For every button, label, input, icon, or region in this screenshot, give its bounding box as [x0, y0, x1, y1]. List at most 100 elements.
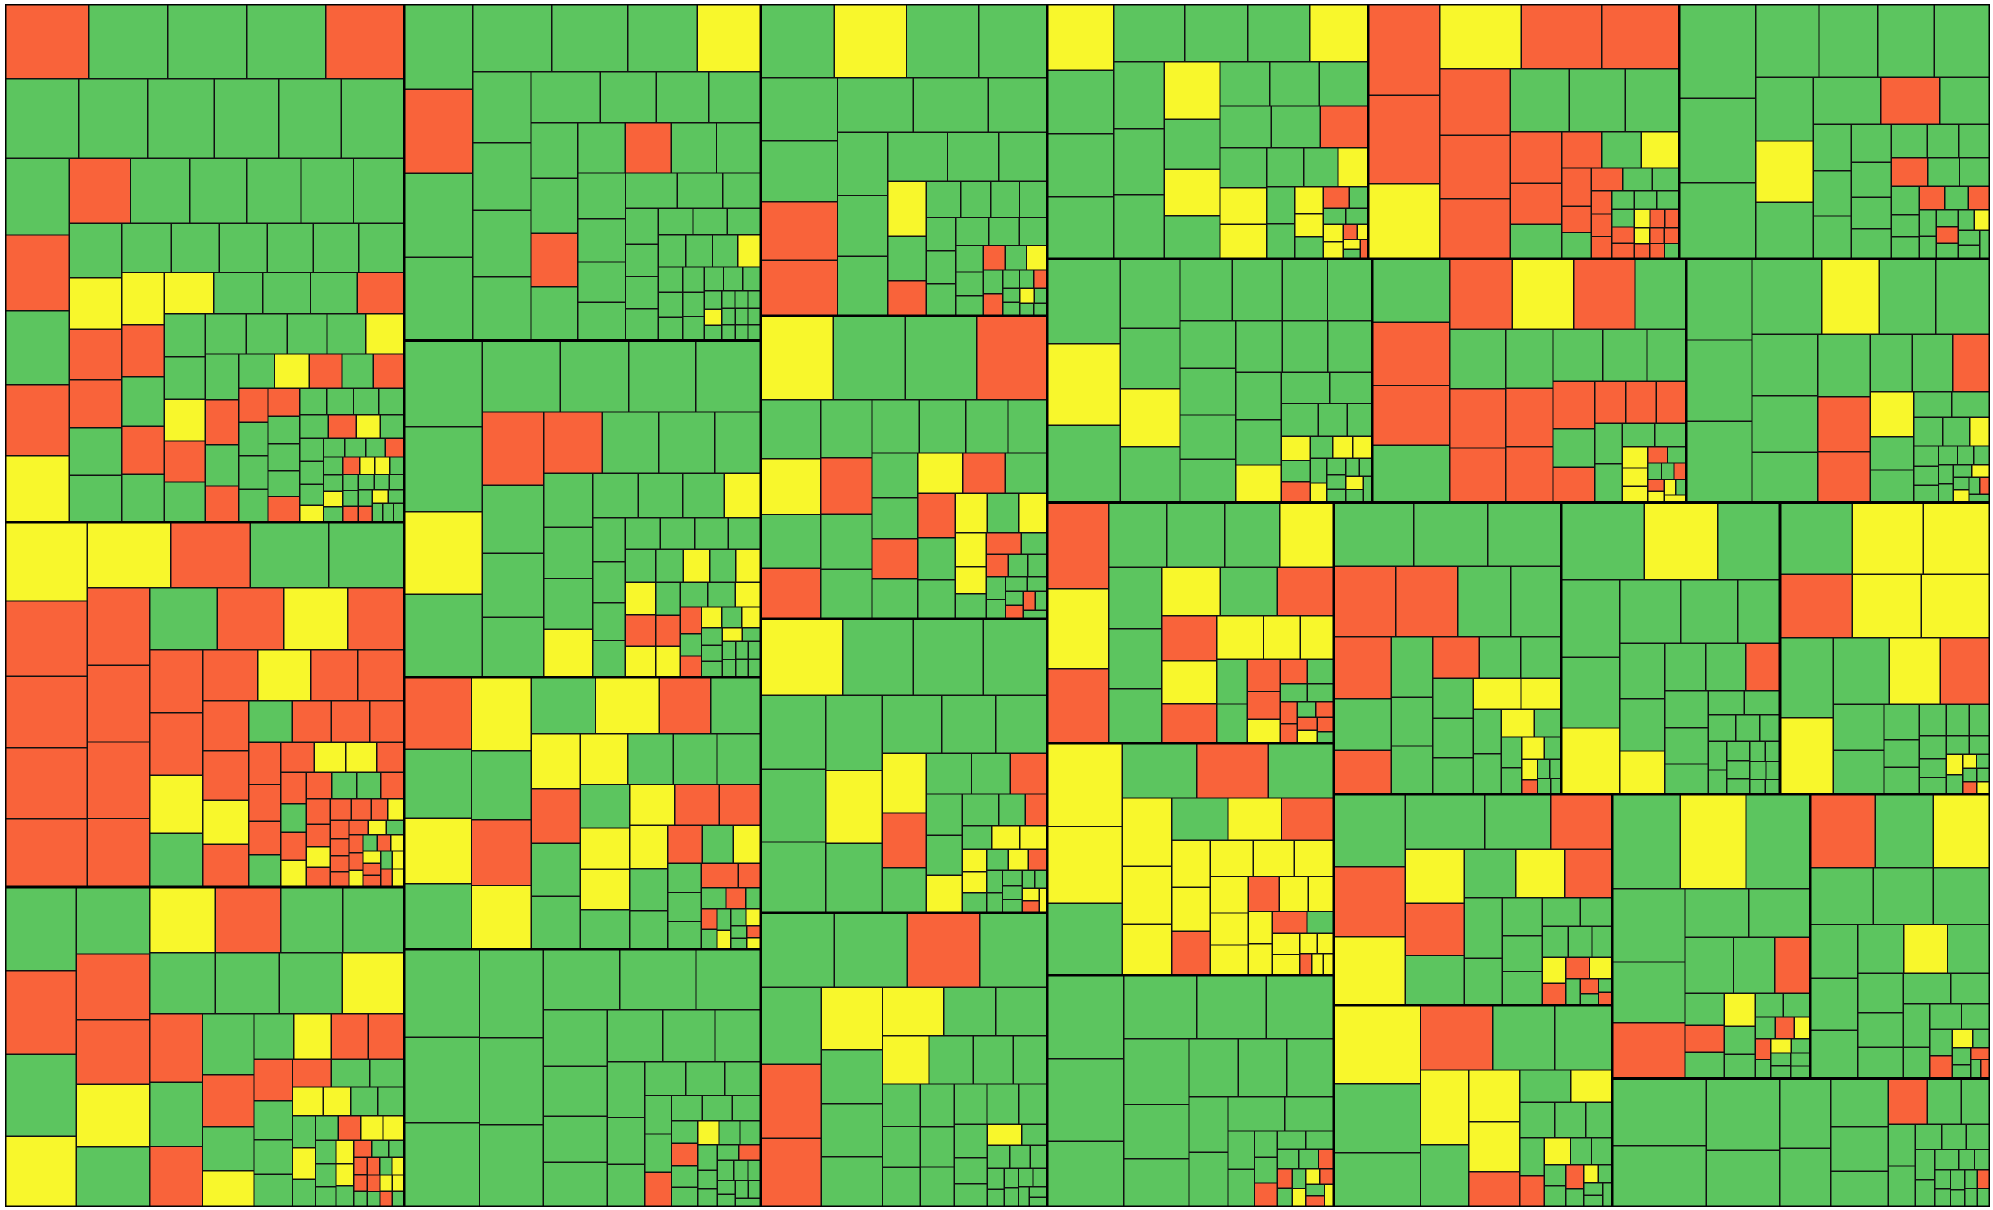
treemap-cell	[1937, 445, 1959, 466]
treemap-cell	[543, 577, 594, 631]
treemap-cell	[1963, 1169, 1979, 1190]
treemap-cell	[1003, 1167, 1020, 1189]
treemap-cell	[1726, 759, 1751, 780]
treemap-cell	[1163, 168, 1221, 217]
treemap-cell	[1751, 395, 1819, 453]
treemap-cell	[961, 793, 1000, 827]
treemap-cell	[1046, 668, 1110, 745]
treemap-cell	[727, 516, 762, 550]
treemap-cell	[1754, 76, 1814, 142]
treemap-cell	[694, 339, 762, 413]
treemap-cell	[881, 1083, 922, 1128]
treemap-cell	[1957, 244, 1981, 260]
treemap-cell	[1219, 187, 1268, 225]
treemap-cell	[1602, 1182, 1614, 1207]
treemap-cell	[1597, 1163, 1614, 1184]
treemap-cell	[373, 473, 390, 491]
treemap-cell	[149, 648, 204, 714]
treemap-cell	[1326, 257, 1373, 322]
treemap-cell	[1171, 930, 1211, 976]
treemap-cell	[1726, 778, 1751, 796]
treemap-cell	[1449, 257, 1514, 330]
treemap-cell	[1663, 689, 1709, 729]
treemap-cell	[366, 1174, 381, 1193]
treemap-cell	[337, 1114, 362, 1141]
treemap-cell	[730, 925, 748, 939]
treemap-cell	[1902, 1002, 1931, 1048]
treemap-cell	[1890, 185, 1920, 216]
treemap-cell	[1774, 1016, 1795, 1040]
treemap-cell	[170, 222, 221, 274]
treemap-cell	[820, 986, 884, 1051]
treemap-cell	[965, 399, 1009, 454]
treemap-cell	[1888, 636, 1942, 706]
treemap-cell	[1633, 227, 1651, 245]
treemap-cell	[987, 216, 1020, 247]
treemap-cell	[373, 456, 391, 476]
treemap-cell	[1505, 445, 1554, 504]
treemap-cell	[403, 748, 473, 820]
treemap-cell	[86, 741, 151, 820]
treemap-cell	[718, 783, 762, 826]
treemap-cell	[1309, 482, 1328, 504]
treemap-cell	[672, 733, 718, 786]
treemap-cell	[716, 929, 732, 950]
treemap-cell	[1541, 925, 1569, 958]
treemap-cell	[1390, 745, 1434, 796]
treemap-cell	[1119, 388, 1181, 448]
treemap-cell	[1918, 735, 1947, 760]
treemap-cell	[1119, 327, 1181, 390]
treemap-cell	[577, 122, 627, 174]
treemap-cell	[747, 658, 762, 678]
treemap-cell	[657, 291, 684, 318]
treemap-cell	[348, 851, 364, 872]
treemap-cell	[1307, 875, 1335, 913]
treemap-cell	[1161, 703, 1218, 745]
treemap-cell	[267, 470, 301, 498]
treemap-cell	[1371, 257, 1451, 324]
treemap-cell	[881, 867, 928, 914]
treemap-cell	[1611, 961, 1686, 1024]
treemap-cell	[579, 733, 629, 786]
treemap-cell	[624, 275, 659, 310]
treemap-cell	[1024, 793, 1049, 827]
treemap-cell	[1621, 422, 1656, 448]
treemap-cell	[1590, 1137, 1614, 1166]
treemap-cell	[1123, 1103, 1190, 1160]
treemap-cell	[1857, 1046, 1905, 1080]
treemap-cell	[1751, 333, 1819, 397]
treemap-cell	[637, 472, 684, 519]
treemap-cell	[887, 279, 927, 317]
treemap-canvas	[5, 4, 1990, 1207]
treemap-cell	[666, 920, 703, 950]
treemap-cell	[299, 483, 325, 506]
treemap-cell	[247, 783, 282, 822]
treemap-cell	[925, 793, 964, 836]
treemap-cell	[1912, 445, 1940, 468]
treemap-cell	[1878, 257, 1937, 335]
treemap-cell	[1280, 797, 1335, 841]
treemap-cell	[1163, 118, 1221, 170]
treemap-cell	[1754, 1058, 1772, 1080]
treemap-cell	[391, 850, 405, 870]
treemap-cell	[1501, 935, 1543, 973]
treemap-cell	[1976, 1187, 1990, 1207]
treemap-cell	[5, 1053, 77, 1138]
treemap-cell	[987, 76, 1049, 133]
treemap-cell	[1046, 902, 1123, 976]
treemap-cell	[1004, 590, 1024, 607]
treemap-cell	[730, 937, 748, 950]
treemap-cell	[953, 1123, 989, 1159]
treemap-cell	[481, 339, 562, 413]
treemap-cell	[1317, 402, 1348, 438]
treemap-cell	[403, 172, 474, 258]
treemap-cell	[721, 658, 737, 678]
treemap-cell	[1951, 1047, 1972, 1066]
treemap-cell	[986, 1167, 1005, 1190]
treemap-cell	[1903, 923, 1949, 975]
treemap-cell	[247, 699, 293, 743]
treemap-cell	[367, 819, 388, 836]
treemap-cell	[674, 783, 721, 826]
treemap-cell	[624, 243, 659, 278]
treemap-cell	[352, 1190, 369, 1207]
